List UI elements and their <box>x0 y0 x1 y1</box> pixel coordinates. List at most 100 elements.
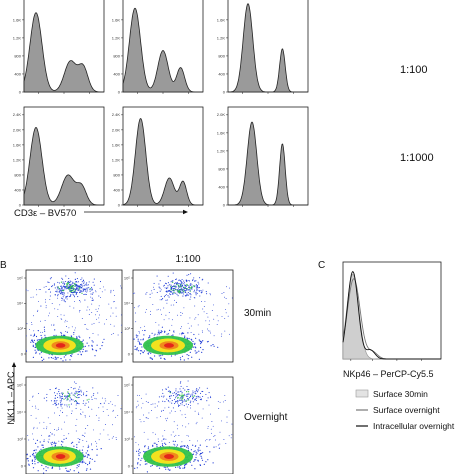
event-dot <box>92 394 94 396</box>
event-dot <box>138 305 140 307</box>
event-dot <box>177 466 179 468</box>
event-dot <box>55 334 57 336</box>
event-dot <box>76 392 78 394</box>
event-dot <box>195 337 197 339</box>
event-dot <box>188 280 191 282</box>
event-dot <box>138 350 140 352</box>
event-dot <box>176 400 178 403</box>
event-dot <box>66 286 68 288</box>
event-dot <box>98 417 100 419</box>
event-dot <box>177 283 179 285</box>
event-dot <box>87 464 89 466</box>
event-dot <box>26 335 27 337</box>
event-dot <box>53 434 55 436</box>
event-dot <box>193 285 195 287</box>
event-dot <box>165 438 167 440</box>
event-dot <box>61 394 64 396</box>
event-dot <box>181 332 183 334</box>
event-dot <box>198 358 200 360</box>
event-dot <box>167 468 169 470</box>
event-dot <box>173 443 175 445</box>
event-dot <box>45 305 47 307</box>
event-dot <box>51 433 53 435</box>
event-dot <box>47 441 49 443</box>
event-dot <box>86 342 88 344</box>
event-dot <box>181 399 183 401</box>
event-dot <box>99 433 101 435</box>
dot-layer <box>26 381 122 474</box>
event-dot <box>171 319 173 321</box>
event-dot <box>76 278 78 280</box>
event-dot <box>51 285 53 287</box>
y-tick-label: 400 <box>218 184 225 189</box>
event-dot <box>193 291 195 293</box>
event-dot <box>48 312 50 314</box>
event-dot <box>194 318 196 320</box>
event-dot <box>69 469 71 471</box>
event-dot <box>115 439 117 440</box>
event-dot <box>226 421 228 423</box>
event-dot <box>44 330 46 332</box>
event-dot <box>114 294 116 296</box>
event-dot <box>57 407 59 409</box>
event-dot <box>207 282 209 284</box>
event-dot <box>38 300 40 302</box>
event-dot <box>61 318 63 320</box>
event-dot <box>111 403 113 405</box>
event-dot <box>34 349 36 351</box>
event-dot <box>48 288 51 290</box>
event-dot <box>35 352 37 354</box>
event-dot <box>31 339 33 341</box>
y-tick-label: 2.0K <box>112 127 121 132</box>
event-dot <box>158 467 161 469</box>
event-dot <box>48 438 50 440</box>
event-dot <box>193 451 195 453</box>
event-dot <box>138 453 140 455</box>
event-dot <box>73 296 76 298</box>
event-dot <box>183 467 186 469</box>
event-dot <box>187 289 189 291</box>
event-dot <box>77 289 79 291</box>
event-dot <box>86 287 88 289</box>
event-dot <box>102 406 104 408</box>
event-dot <box>190 400 192 402</box>
event-dot <box>89 288 91 290</box>
event-dot <box>182 290 184 292</box>
event-dot <box>225 298 227 299</box>
event-dot <box>77 296 79 298</box>
event-dot <box>186 284 189 286</box>
event-dot <box>151 358 153 360</box>
event-dot <box>160 331 162 334</box>
y-tick-label: 10⁵ <box>124 382 130 387</box>
event-dot <box>48 435 50 437</box>
event-dot <box>74 387 76 389</box>
event-dot <box>168 312 170 314</box>
event-dot <box>96 445 97 447</box>
event-dot <box>80 395 82 397</box>
event-dot <box>50 442 52 444</box>
event-dot <box>182 467 184 469</box>
event-dot <box>112 409 114 411</box>
event-dot <box>65 331 67 333</box>
event-dot <box>92 429 94 431</box>
y-tick-label: 2.4K <box>13 112 22 117</box>
event-dot <box>224 400 226 401</box>
y-tick-label: 400 <box>14 187 21 192</box>
event-dot <box>151 332 153 334</box>
event-dot <box>85 462 87 464</box>
event-dot <box>143 325 145 327</box>
event-dot <box>49 298 51 300</box>
event-dot <box>57 281 59 283</box>
event-dot <box>55 442 57 444</box>
event-dot <box>186 337 188 339</box>
event-dot <box>115 307 117 309</box>
event-dot <box>84 284 86 286</box>
event-dot <box>78 335 80 337</box>
event-dot <box>83 456 85 458</box>
event-dot <box>37 349 39 351</box>
event-dot <box>68 393 71 395</box>
event-dot <box>60 444 63 446</box>
event-dot <box>65 295 67 298</box>
event-dot <box>83 293 85 296</box>
event-dot <box>43 358 45 360</box>
